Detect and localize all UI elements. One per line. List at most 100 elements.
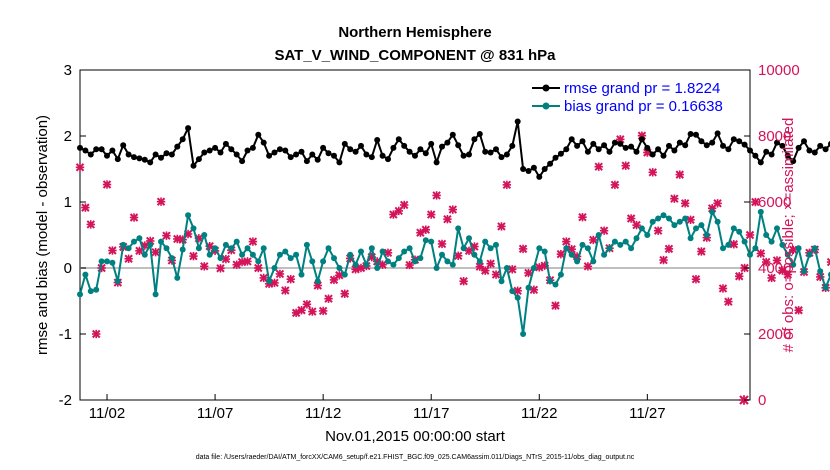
obs-marker (108, 246, 117, 255)
bias-point (282, 248, 289, 255)
y2-tick-label: 2000 (758, 326, 791, 343)
bias-point (320, 258, 327, 265)
rmse-point (795, 144, 802, 151)
rmse-point (752, 152, 759, 159)
obs-marker (129, 213, 139, 222)
rmse-point (693, 131, 699, 138)
bias-point (87, 288, 94, 295)
rmse-point (125, 151, 132, 158)
rmse-point (520, 166, 527, 172)
rmse-point (417, 146, 424, 153)
rmse-point (460, 152, 467, 159)
bias-point (444, 258, 451, 265)
rmse-point (509, 142, 516, 149)
bias-point (541, 248, 548, 255)
obs-marker (92, 329, 101, 339)
rmse-point (698, 138, 705, 145)
obs-marker (302, 300, 312, 309)
bias-point (195, 245, 202, 252)
rmse-point (530, 164, 537, 171)
rmse-point (152, 151, 159, 158)
obs-marker (583, 262, 593, 271)
rmse-point (228, 146, 235, 153)
rmse-point (633, 148, 640, 155)
rmse-point (449, 131, 456, 138)
bias-point (249, 251, 256, 258)
rmse-point (606, 148, 613, 155)
bias-point (417, 255, 424, 262)
obs-marker (189, 251, 198, 261)
bias-point (336, 265, 343, 271)
obs-marker (308, 307, 317, 316)
bias-point (509, 288, 516, 295)
obs-marker (713, 199, 722, 208)
bias-point (644, 232, 651, 238)
bias-point (331, 255, 337, 262)
rmse-point (741, 141, 748, 148)
rmse-point (671, 147, 678, 154)
rmse-point (271, 149, 278, 156)
rmse-point (779, 142, 786, 149)
rmse-point (168, 151, 175, 158)
rmse-point (390, 144, 397, 151)
bias-point (385, 258, 391, 265)
obs-marker (427, 210, 436, 219)
rmse-point (493, 146, 499, 153)
obs-marker (335, 271, 344, 280)
bias-point (617, 241, 624, 248)
rmse-point (131, 154, 137, 161)
rmse-point (422, 150, 429, 157)
obs-marker (243, 257, 252, 266)
obs-marker (437, 239, 447, 249)
bias-point (363, 261, 370, 268)
bias-point (93, 286, 100, 293)
bias-point (482, 238, 489, 245)
bias-point (368, 245, 375, 252)
bias-point (412, 258, 418, 265)
rmse-point (244, 147, 251, 154)
bias-point (131, 238, 137, 245)
bias-point (779, 241, 786, 248)
bias-point (720, 245, 726, 252)
obs-marker (659, 255, 668, 265)
obs-marker (626, 214, 636, 223)
rmse-point (552, 154, 559, 161)
bias-point (682, 215, 689, 222)
bias-point (774, 225, 780, 232)
obs-marker (551, 301, 560, 310)
bias-point (752, 245, 759, 252)
bias-point (401, 248, 408, 255)
obs-marker (686, 215, 695, 225)
bias-point (660, 212, 667, 219)
legend-box (528, 74, 746, 114)
obs-marker (632, 220, 641, 230)
bias-point (158, 238, 164, 245)
bias-point (606, 245, 613, 252)
rmse-point (784, 152, 791, 159)
rmse-point (811, 149, 818, 156)
rmse-point (768, 151, 775, 158)
bias-point (222, 241, 229, 248)
rmse-point (622, 144, 629, 151)
bias-point (233, 238, 240, 245)
rmse-point (682, 142, 689, 149)
obs-marker (443, 214, 452, 224)
obs-marker (432, 191, 441, 200)
rmse-point (433, 159, 440, 166)
rmse-point (720, 142, 726, 149)
rmse-point (487, 149, 494, 156)
y-tick-label: -2 (59, 392, 72, 409)
rmse-point (104, 152, 110, 159)
bias-point (174, 274, 181, 281)
rmse-series (77, 118, 830, 180)
y-tick-label: -1 (59, 326, 72, 343)
rmse-point (568, 136, 575, 143)
rmse-point (93, 146, 100, 153)
bias-point (530, 265, 537, 271)
rmse-point (790, 158, 797, 165)
bias-point (628, 245, 635, 252)
rmse-point (379, 152, 386, 159)
bias-point (260, 245, 267, 252)
bias-point (552, 281, 559, 288)
